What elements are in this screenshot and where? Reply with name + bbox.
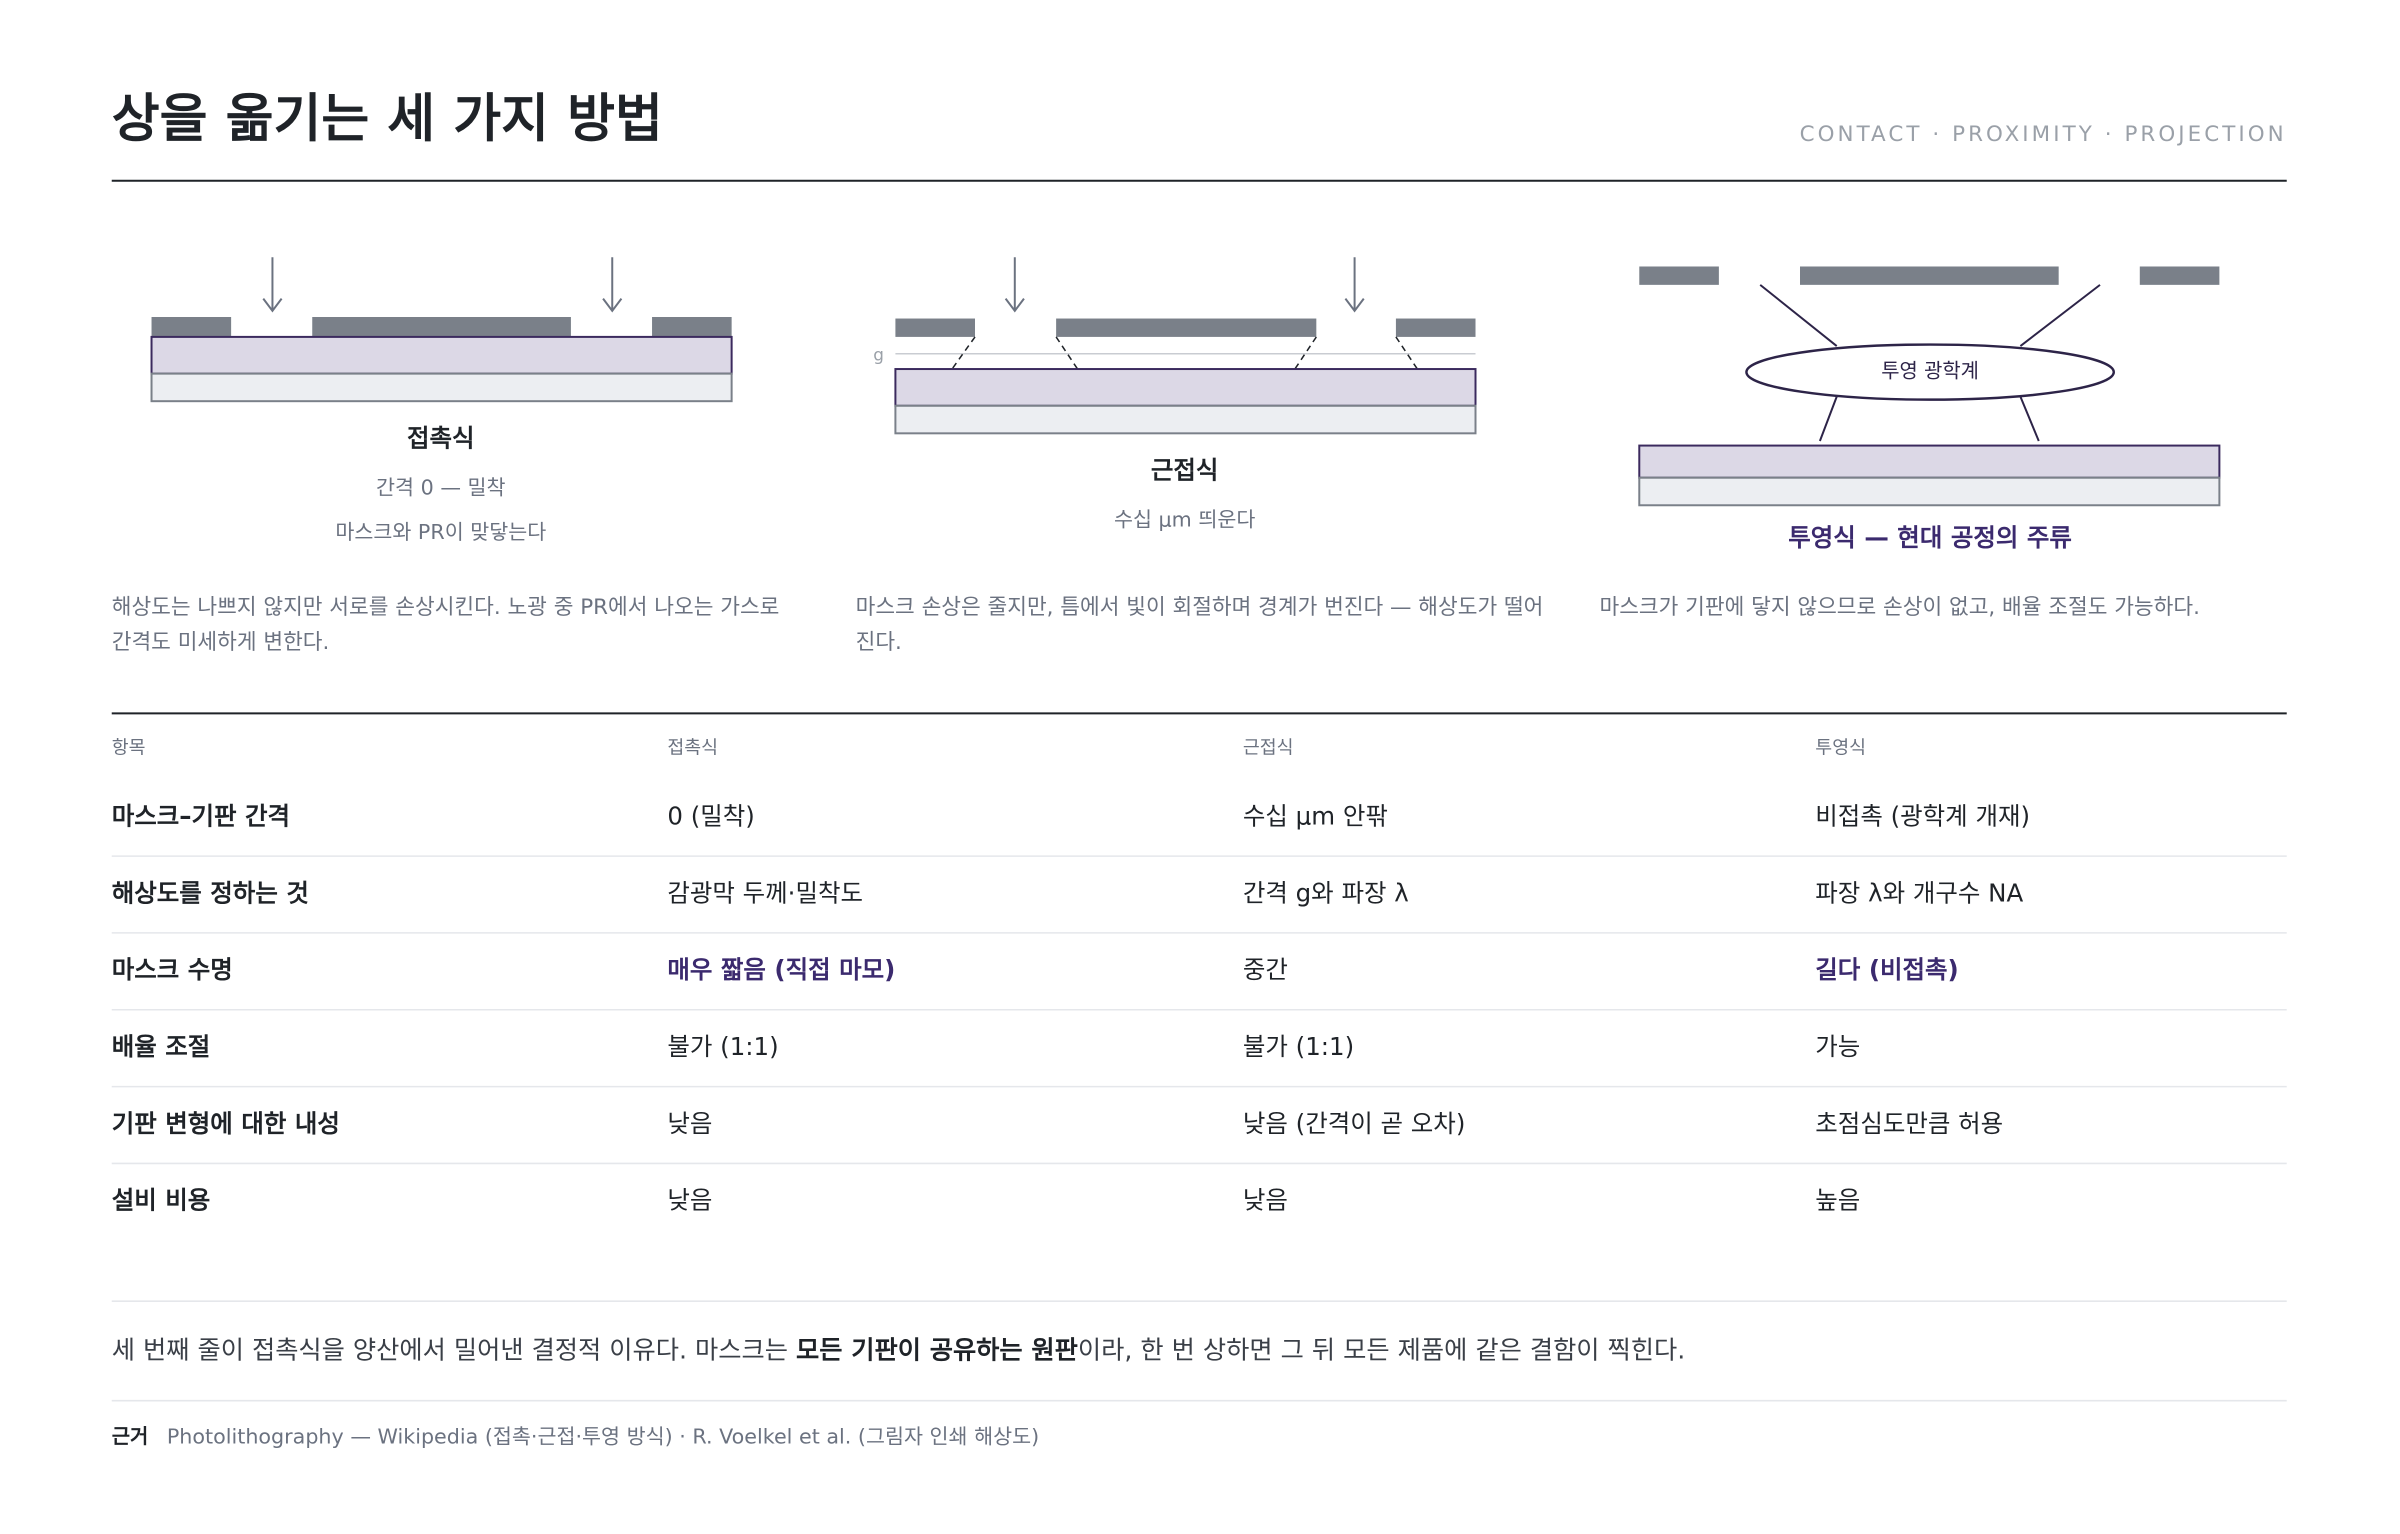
row-label: 마스크–기판 간격: [112, 802, 290, 831]
method-description: 마스크가 기판에 닿지 않으므로 손상이 없고, 배율 조절도 가능하다.: [1599, 595, 2200, 621]
title: 상을 옮기는 세 가지 방법: [112, 90, 663, 150]
projection-diagram: [1638, 266, 2221, 507]
gap-label: g: [873, 344, 884, 364]
table-cell: 낮음: [1243, 1186, 1288, 1215]
table-header: 접촉식: [667, 738, 718, 759]
description-text: 해상도는 나쁘지 않지만 서로를 손상시킨다. 노광 중 PR에서 나오는 가스…: [111, 595, 780, 656]
note-text: 세 번째 줄이 접촉식을 양산에서 밀어낸 결정적 이유다. 마스크는: [112, 1336, 796, 1365]
source-text: Photolithography — Wikipedia (접촉·근접·투영 방…: [167, 1424, 1039, 1448]
table-cell: 초점심도만큼 허용: [1815, 1109, 2003, 1138]
row-label: 기판 변형에 대한 내성: [112, 1109, 340, 1138]
table-cell: 0 (밀착): [667, 802, 754, 831]
table-header: 항목: [112, 738, 146, 759]
table-cell: 중간: [1243, 955, 1288, 984]
table-cell: 불가 (1:1): [1243, 1032, 1354, 1061]
method-name: 근접식: [1151, 456, 1219, 485]
proximity-diagram: [894, 257, 1477, 435]
table-cell: 비접촉 (광학계 개재): [1815, 802, 2030, 831]
note-text: 이라, 한 번 상하면 그 뒤 모든 제품에 같은 결함이 찍힌다.: [1078, 1336, 1685, 1365]
table-cell: 높음: [1815, 1186, 1860, 1215]
table-cell: 낮음: [667, 1109, 712, 1138]
method-name: 접촉식: [407, 423, 475, 452]
method-caption: 수십 μm 띄운다: [1114, 508, 1255, 532]
table-cell: 낮음 (간격이 곧 오차): [1243, 1109, 1466, 1138]
table-cell: 가능: [1815, 1032, 1860, 1061]
row-label: 해상도를 정하는 것: [112, 878, 309, 907]
description-text: 마스크 손상은 줄지만, 틈에서 빛이 회절하며 경계가 번진다 — 해상도가 …: [855, 595, 1544, 656]
row-label: 배율 조절: [112, 1032, 211, 1061]
note: 세 번째 줄이 접촉식을 양산에서 밀어낸 결정적 이유다. 마스크는 모든 기…: [112, 1336, 1686, 1365]
table-cell: 파장 λ와 개구수 NA: [1815, 878, 2023, 907]
contact-diagram: [150, 257, 733, 403]
method-caption: 마스크와 PR이 맞닿는다: [335, 520, 546, 544]
method-description: 해상도는 나쁘지 않지만 서로를 손상시킨다. 노광 중 PR에서 나오는 가스…: [111, 595, 780, 656]
table-cell: 간격 g와 파장 λ: [1243, 878, 1409, 907]
subtitle: CONTACT · PROXIMITY · PROJECTION: [1800, 122, 2287, 147]
table-header: 투영식: [1815, 738, 1866, 759]
description-text: 마스크가 기판에 닿지 않으므로 손상이 없고, 배율 조절도 가능하다.: [1599, 595, 2200, 621]
method-description: 마스크 손상은 줄지만, 틈에서 빛이 회절하며 경계가 번진다 — 해상도가 …: [855, 595, 1544, 656]
method-name: 투영식 — 현대 공정의 주류: [1788, 523, 2072, 552]
table-cell: 길다 (비접촉): [1815, 955, 1958, 984]
table-cell: 낮음: [667, 1186, 712, 1215]
table-header: 근접식: [1243, 738, 1294, 759]
table-cell: 수십 μm 안팎: [1243, 802, 1388, 831]
optics-label: 투영 광학계: [1881, 360, 1979, 383]
table-cell: 불가 (1:1): [667, 1032, 778, 1061]
source-label: 근거: [112, 1425, 149, 1448]
row-label: 설비 비용: [112, 1186, 211, 1215]
note-emphasis: 모든 기판이 공유하는 원판: [796, 1336, 1078, 1365]
method-caption: 간격 0 — 밀착: [376, 475, 506, 499]
table-cell: 매우 짧음 (직접 마모): [667, 955, 895, 984]
table-cell: 감광막 두께·밀착도: [667, 878, 863, 907]
row-label: 마스크 수명: [112, 955, 233, 984]
